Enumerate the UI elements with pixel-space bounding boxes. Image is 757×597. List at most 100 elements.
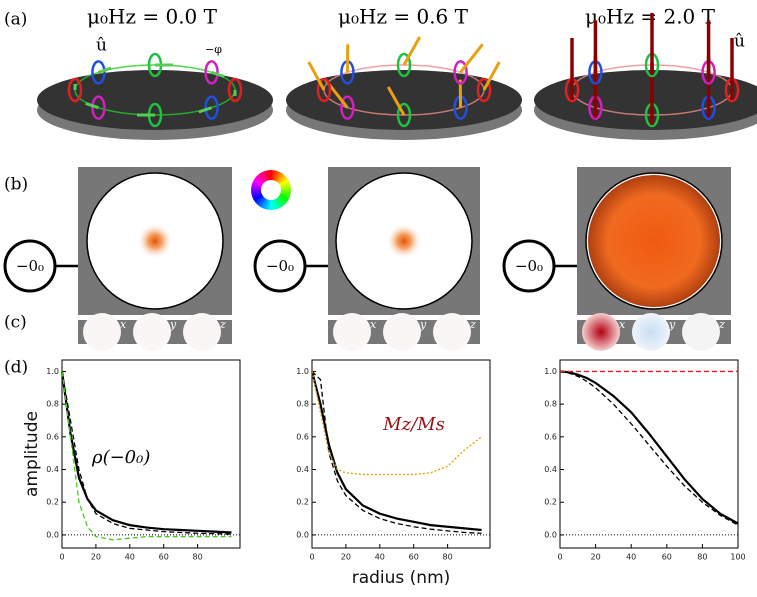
y-tick-label: 0.2 <box>296 498 309 507</box>
mode-loop <box>502 239 556 293</box>
y-tick-label: 1.0 <box>46 367 59 376</box>
x-tick-label: 40 <box>125 553 135 562</box>
precession-ring <box>316 77 332 103</box>
precession-ring <box>227 77 243 103</box>
spin-arrow <box>307 61 326 91</box>
x-tick-label: 40 <box>626 553 636 562</box>
component-label: y <box>419 318 427 331</box>
panel-label: (b) <box>4 175 28 195</box>
y-tick-label: 0.8 <box>46 400 59 409</box>
x-tick-label: 60 <box>662 553 672 562</box>
spin-arrow <box>85 102 99 110</box>
mode-profile <box>588 175 720 307</box>
y-tick-label: 0.4 <box>296 465 309 474</box>
y-tick-label: 0.4 <box>544 465 557 474</box>
spin-arrow <box>402 36 422 66</box>
y-tick-label: 0.6 <box>296 432 309 441</box>
panel-label: (d) <box>4 358 28 378</box>
component-map <box>83 313 121 351</box>
x-tick-label: 60 <box>409 553 419 562</box>
component-map <box>682 313 720 351</box>
x-tick-label: 80 <box>193 553 203 562</box>
spin-arrow <box>198 106 213 114</box>
y-tick-label: 1.0 <box>296 367 309 376</box>
series-line <box>61 371 232 541</box>
component-label: x <box>619 318 626 331</box>
precession-ring <box>340 95 355 120</box>
precession-ring <box>91 95 106 120</box>
y-tick-label: 0.0 <box>46 530 59 539</box>
component-map <box>333 313 371 351</box>
y-tick-label: 0.8 <box>296 400 309 409</box>
y-tick-label: 0.2 <box>46 498 59 507</box>
vector-label: û <box>96 36 107 56</box>
plot-frame <box>61 359 241 549</box>
y-tick-label: 0.0 <box>544 530 557 539</box>
component-label: y <box>668 318 676 331</box>
component-map <box>133 313 171 351</box>
field-label: μ₀Hz = 0.0 T <box>87 5 218 29</box>
precession-ring <box>204 60 219 85</box>
y-tick-label: 0.8 <box>544 400 557 409</box>
x-tick-label: 20 <box>91 553 101 562</box>
x-tick-label: 0 <box>59 553 64 562</box>
x-tick-label: 0 <box>557 553 562 562</box>
component-label: z <box>718 318 725 331</box>
mode-loop <box>3 239 57 293</box>
x-tick-label: 60 <box>159 553 169 562</box>
annotation: Mz/Ms <box>382 414 445 435</box>
component-label: z <box>469 318 476 331</box>
panel-label: (c) <box>4 313 27 333</box>
spin-arrow <box>386 86 406 116</box>
annotation: ρ(−0₀) <box>91 447 150 468</box>
component-map <box>383 313 421 351</box>
x-tick-label: 100 <box>730 553 745 562</box>
field-label: μ₀Hz = 0.6 T <box>338 5 469 29</box>
y-tick-label: 0.2 <box>544 498 557 507</box>
color-wheel <box>251 170 291 210</box>
plot-frame <box>559 359 739 549</box>
x-tick-label: 0 <box>309 553 314 562</box>
spin-arrow <box>97 66 112 74</box>
y-tick-label: 0.6 <box>544 432 557 441</box>
series-line <box>310 371 482 532</box>
series-line <box>61 371 232 535</box>
spin-arrow <box>459 43 484 74</box>
component-map <box>582 313 620 351</box>
series-line <box>311 370 482 534</box>
mode-label: −0₀ <box>515 257 543 275</box>
component-label: x <box>120 318 127 331</box>
mode-label: −0₀ <box>266 257 294 275</box>
x-tick-label: 20 <box>341 553 351 562</box>
x-tick-label: 20 <box>591 553 601 562</box>
series-line <box>559 370 739 525</box>
disk-top <box>286 70 522 130</box>
series-line <box>311 371 482 476</box>
component-map <box>433 313 471 351</box>
y-axis-label: amplitude <box>22 411 42 497</box>
vector-label: û <box>734 32 745 52</box>
angle-label: −φ <box>205 43 222 56</box>
component-label: x <box>370 318 377 331</box>
y-tick-label: 0.4 <box>46 465 59 474</box>
x-tick-label: 80 <box>697 553 707 562</box>
precession-ring <box>453 60 468 85</box>
series-line <box>60 371 232 534</box>
y-tick-label: 0.0 <box>296 530 309 539</box>
spin-arrow <box>211 70 225 78</box>
y-tick-label: 1.0 <box>544 367 557 376</box>
x-axis-label: radius (nm) <box>352 568 451 588</box>
disk-top <box>37 70 273 130</box>
mode-loop <box>253 239 307 293</box>
x-tick-label: 40 <box>375 553 385 562</box>
precession-ring <box>396 52 412 78</box>
spin-arrow <box>482 61 501 91</box>
precession-ring <box>67 77 83 103</box>
component-map <box>632 313 670 351</box>
precession-ring <box>396 102 412 128</box>
y-tick-label: 0.6 <box>46 432 59 441</box>
precession-ring <box>476 77 492 103</box>
component-map <box>183 313 221 351</box>
